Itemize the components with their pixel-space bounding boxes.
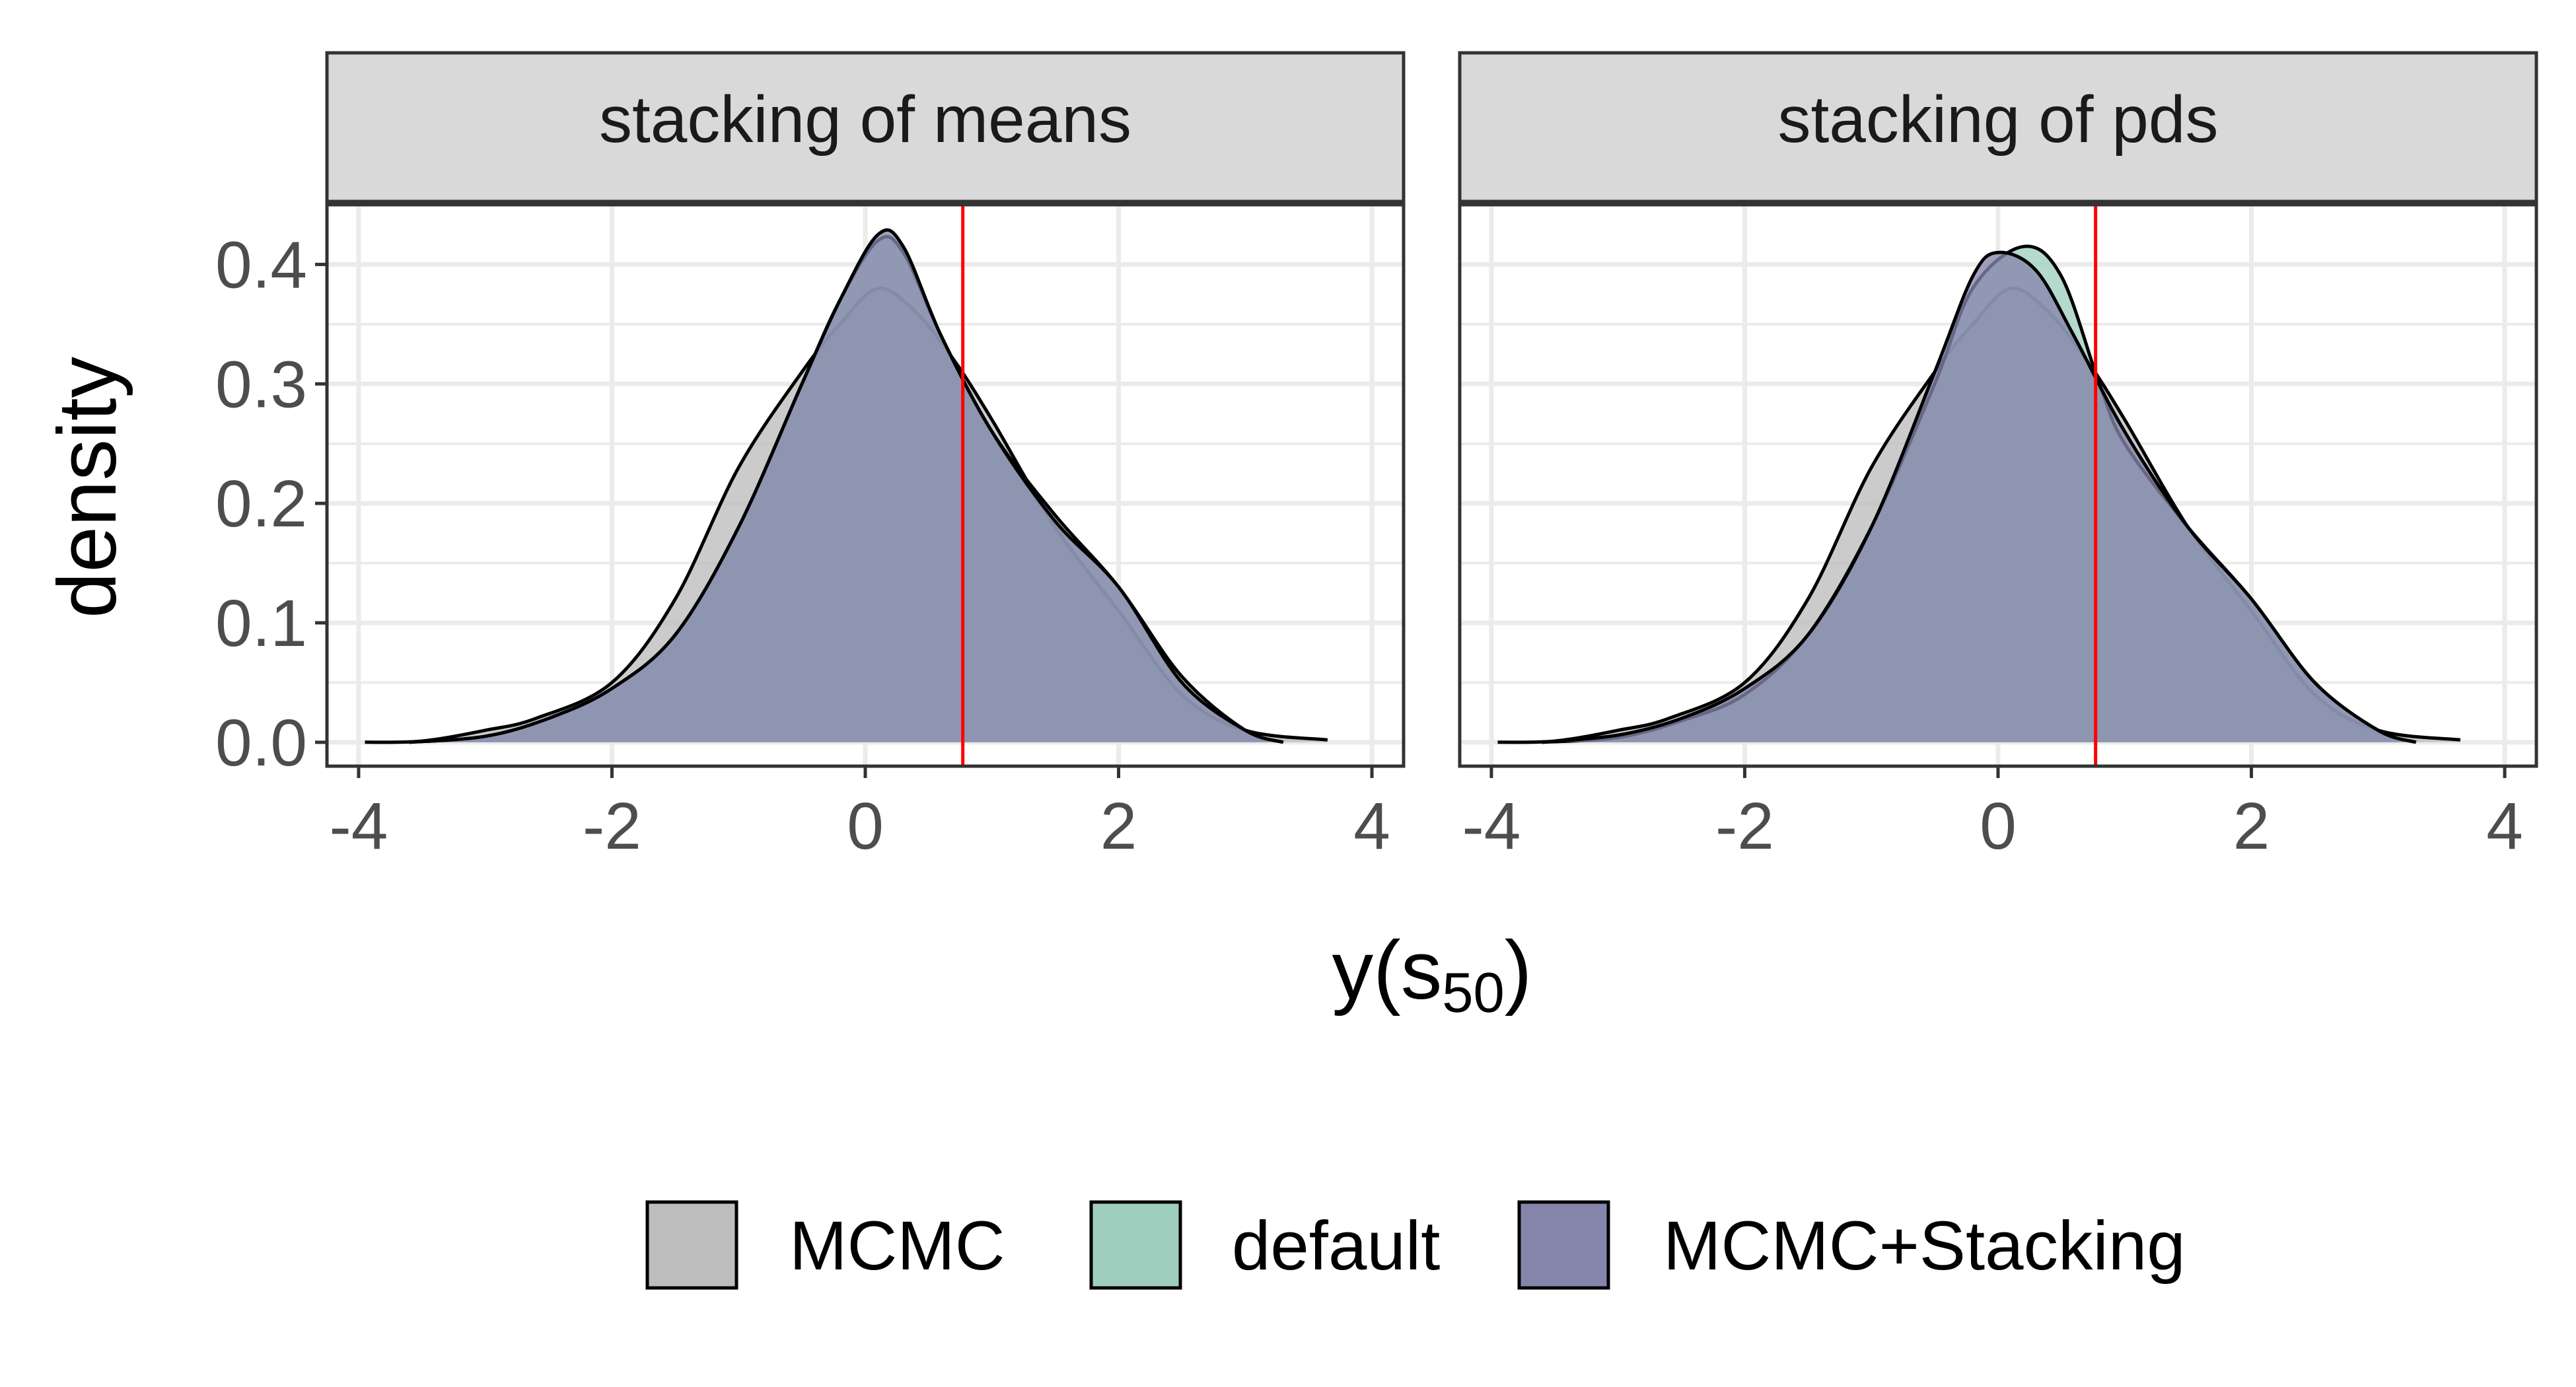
panel-stacking-of-pds: stacking of pds -4 -2 0 2 4 — [1458, 51, 2538, 863]
panel-title: stacking of pds — [1777, 83, 2218, 157]
strip-background — [1458, 51, 2538, 203]
x-tick-label: -4 — [329, 789, 388, 863]
y-tick-label: 0.1 — [215, 587, 307, 660]
y-axis: 0.0 0.1 0.2 0.3 0.4 — [215, 228, 327, 780]
strip-background — [325, 51, 1406, 203]
x-axis-title-main: y — [1332, 925, 1374, 1016]
legend-key-mcmc — [645, 1200, 738, 1290]
legend-label-mcmc: MCMC — [789, 1207, 1005, 1285]
x-tick-label: 4 — [2486, 789, 2523, 863]
density-areas — [1497, 244, 2461, 744]
x-axis-title-var: s — [1401, 925, 1443, 1016]
x-tick-label: -2 — [1715, 789, 1774, 863]
x-tick-label: -4 — [1462, 789, 1521, 863]
density-area-mcmc-stacking — [1542, 252, 2416, 742]
y-tick-label: 0.2 — [215, 467, 307, 541]
density-outline-mcmc-stacking — [409, 228, 1284, 744]
legend: MCMC default MCMC+Stacking — [645, 1200, 2186, 1290]
density-area-mcmc-stacking — [409, 230, 1283, 742]
legend-key-mcmc-stacking — [1517, 1200, 1610, 1290]
density-outline-mcmc-stacking — [1542, 250, 2417, 744]
x-axis: -4 -2 0 2 4 — [329, 766, 1390, 863]
panel-title: stacking of means — [599, 83, 1131, 157]
x-tick-label: 0 — [1980, 789, 2017, 863]
legend-label-default: default — [1232, 1207, 1440, 1285]
x-tick-label: 4 — [1353, 789, 1390, 863]
x-tick-label: 2 — [1100, 789, 1137, 863]
y-tick-label: 0.0 — [215, 706, 307, 780]
x-tick-label: 2 — [2233, 789, 2270, 863]
x-axis-title-close-paren: ) — [1505, 925, 1532, 1016]
y-tick-label: 0.4 — [215, 228, 307, 302]
x-axis-title-open-paren: ( — [1373, 925, 1401, 1016]
density-areas — [365, 228, 1328, 744]
x-axis: -4 -2 0 2 4 — [1462, 766, 2523, 863]
x-tick-label: 0 — [847, 789, 884, 863]
legend-label-mcmc-stacking: MCMC+Stacking — [1663, 1207, 2186, 1285]
panel-stacking-of-means: stacking of means -4 -2 0 2 4 0.00.10.20.30.… — [215, 51, 1406, 863]
x-axis-title-subscript: 50 — [1442, 962, 1505, 1024]
x-axis-title: y(s50) — [1332, 925, 1532, 1024]
y-tick-label: 0.3 — [215, 347, 307, 421]
legend-key-default — [1089, 1200, 1182, 1290]
y-axis-title: density — [42, 356, 133, 618]
x-tick-label: -2 — [583, 789, 641, 863]
